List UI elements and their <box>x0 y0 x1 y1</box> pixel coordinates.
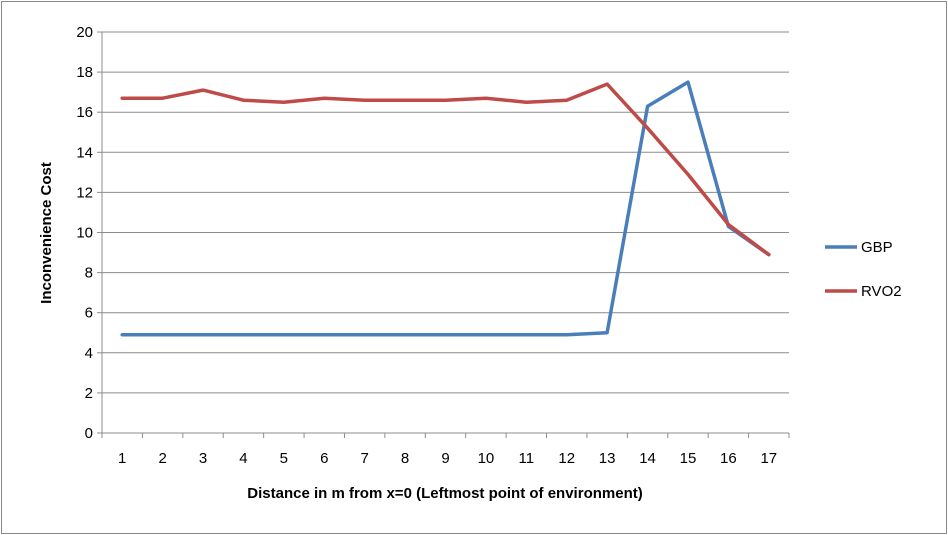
x-tick-label: 13 <box>599 450 616 467</box>
x-tick-label: 4 <box>239 450 247 467</box>
legend-label-gbp: GBP <box>861 239 893 256</box>
x-tick-label: 6 <box>320 450 328 467</box>
legend-label-rvo2: RVO2 <box>861 283 902 300</box>
series-lines <box>120 80 771 337</box>
y-tick-label: 0 <box>85 425 93 442</box>
x-tick-label: 7 <box>361 450 369 467</box>
series-line-gbp <box>120 80 771 337</box>
x-tick-label: 16 <box>720 450 737 467</box>
x-tick-label: 10 <box>478 450 495 467</box>
x-tick-label: 3 <box>199 450 207 467</box>
x-tick-label: 9 <box>441 450 449 467</box>
y-axis-title: Inconvenience Cost <box>38 162 55 304</box>
x-axis-title: Distance in m from x=0 (Leftmost point o… <box>247 485 642 502</box>
x-tick-label: 17 <box>760 450 777 467</box>
y-tick-label: 12 <box>76 184 93 201</box>
y-tick-label: 20 <box>76 24 93 41</box>
x-tick-label: 2 <box>158 450 166 467</box>
x-tick-label: 12 <box>558 450 575 467</box>
x-tick-label: 8 <box>401 450 409 467</box>
x-tick-label: 15 <box>680 450 697 467</box>
y-tick-label: 2 <box>85 385 93 402</box>
x-tick-label: 1 <box>118 450 126 467</box>
legend: GBP RVO2 <box>825 239 902 300</box>
y-tick-label: 8 <box>85 265 93 282</box>
y-tick-label: 4 <box>85 345 93 362</box>
y-tick-label: 10 <box>76 225 93 242</box>
x-tick-label: 14 <box>639 450 656 467</box>
y-tick-label: 6 <box>85 305 93 322</box>
x-tick-label: 5 <box>280 450 288 467</box>
gridlines <box>102 31 789 394</box>
y-tick-label: 14 <box>76 144 93 161</box>
y-tick-label: 18 <box>76 64 93 81</box>
x-tick-label: 11 <box>519 450 535 467</box>
y-tick-label: 16 <box>76 104 93 121</box>
axes <box>97 31 790 438</box>
series-line-rvo2 <box>120 82 771 257</box>
